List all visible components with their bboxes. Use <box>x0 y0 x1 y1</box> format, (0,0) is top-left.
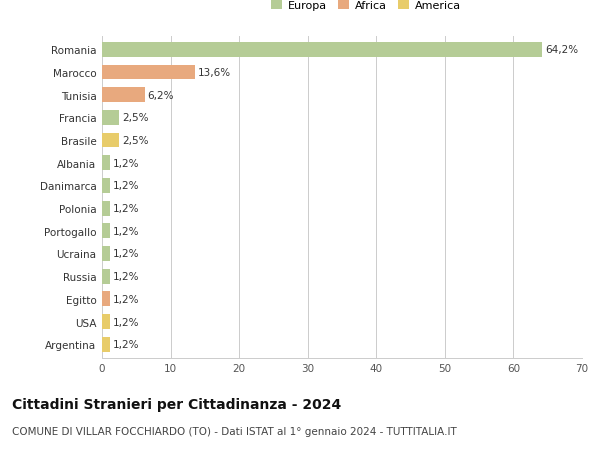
Bar <box>102 88 145 103</box>
Bar <box>102 292 110 307</box>
Bar <box>102 66 195 80</box>
Text: 64,2%: 64,2% <box>545 45 578 55</box>
Bar <box>102 43 542 58</box>
Text: 1,2%: 1,2% <box>113 317 139 327</box>
Text: 1,2%: 1,2% <box>113 340 139 349</box>
Text: 1,2%: 1,2% <box>113 226 139 236</box>
Text: 1,2%: 1,2% <box>113 249 139 259</box>
Bar <box>102 156 110 171</box>
Bar <box>102 179 110 193</box>
Bar <box>102 269 110 284</box>
Text: 1,2%: 1,2% <box>113 158 139 168</box>
Text: 13,6%: 13,6% <box>198 68 231 78</box>
Text: Cittadini Stranieri per Cittadinanza - 2024: Cittadini Stranieri per Cittadinanza - 2… <box>12 397 341 411</box>
Text: 1,2%: 1,2% <box>113 181 139 191</box>
Text: 1,2%: 1,2% <box>113 204 139 214</box>
Bar <box>102 224 110 239</box>
Bar <box>102 314 110 329</box>
Text: 1,2%: 1,2% <box>113 294 139 304</box>
Bar <box>102 337 110 352</box>
Text: 2,5%: 2,5% <box>122 113 148 123</box>
Text: 6,2%: 6,2% <box>147 90 174 101</box>
Bar <box>102 134 119 148</box>
Bar <box>102 202 110 216</box>
Bar <box>102 111 119 125</box>
Bar <box>102 246 110 261</box>
Legend: Europa, Africa, America: Europa, Africa, America <box>271 0 461 11</box>
Text: 2,5%: 2,5% <box>122 136 148 146</box>
Text: COMUNE DI VILLAR FOCCHIARDO (TO) - Dati ISTAT al 1° gennaio 2024 - TUTTITALIA.IT: COMUNE DI VILLAR FOCCHIARDO (TO) - Dati … <box>12 426 457 436</box>
Text: 1,2%: 1,2% <box>113 272 139 281</box>
